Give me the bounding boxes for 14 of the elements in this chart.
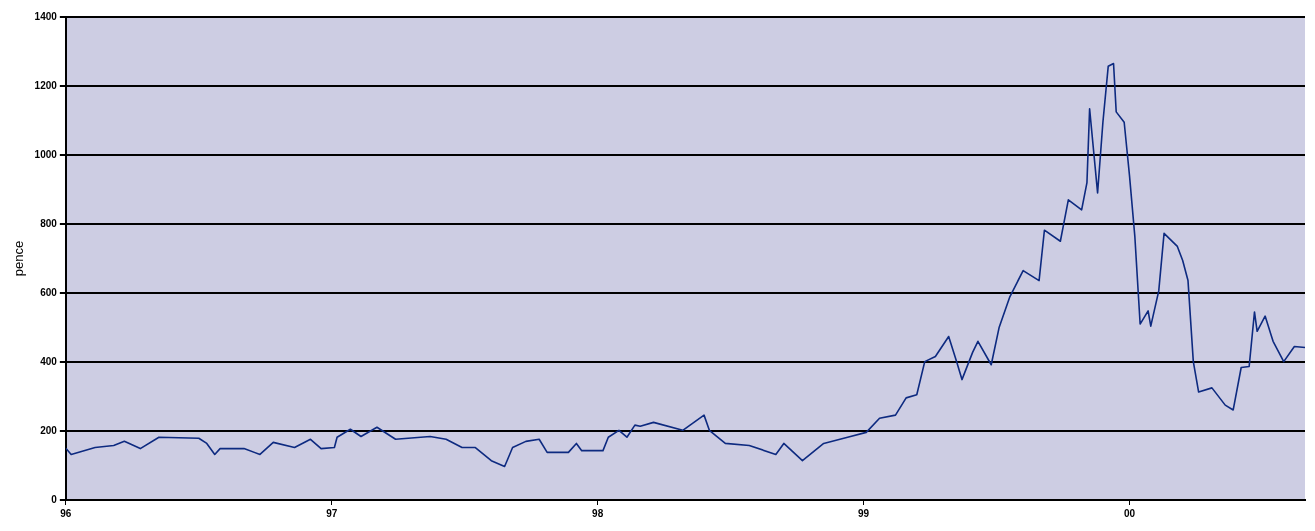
y-tick-label: 200 [40,424,58,436]
y-tick-label: 1400 [34,10,58,22]
y-tick-label: 400 [40,355,58,367]
y-tick-label: 0 [51,493,58,505]
y-tick-label: 1000 [34,148,58,160]
y-axis-title: pence [11,240,27,277]
x-tick-label: 98 [592,507,604,519]
x-tick-label: 97 [326,507,338,519]
y-tick-label: 600 [40,286,58,298]
y-tick-label: 1200 [34,79,58,91]
y-tick-label: 800 [40,217,58,229]
x-tick-label: 96 [60,507,72,519]
x-tick-label: 00 [1123,507,1136,519]
x-tick-label: 99 [858,507,870,519]
